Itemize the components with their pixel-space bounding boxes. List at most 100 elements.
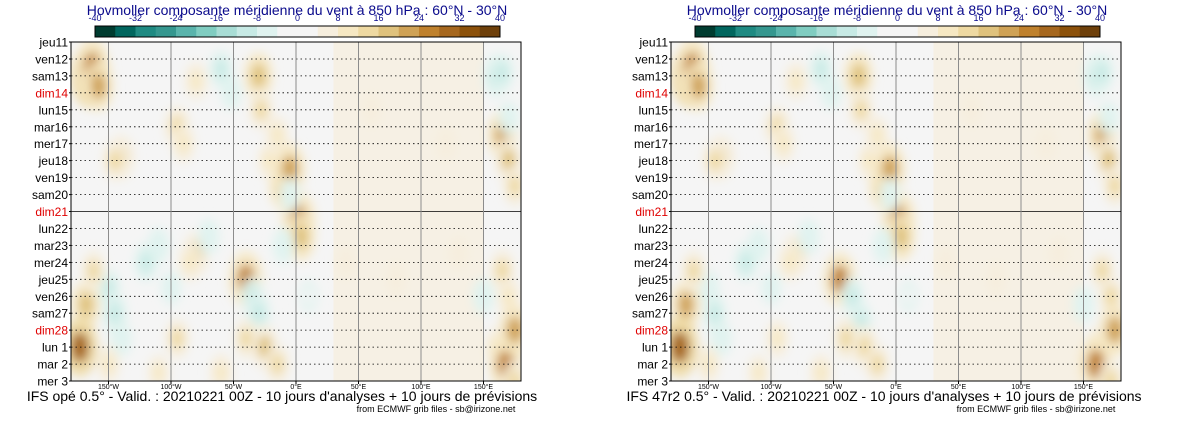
field-feature [1096, 62, 1109, 83]
colorbar-tick-label: 16 [973, 13, 983, 23]
field-feature [1053, 245, 1064, 263]
chart-title: Hovmoller composante méridienne du vent … [87, 2, 508, 18]
field-feature [87, 260, 100, 282]
field-feature [790, 71, 802, 91]
field-feature [171, 328, 184, 350]
colorbar-cell [398, 26, 420, 37]
colorbar-cell [1079, 26, 1101, 37]
field-feature [803, 227, 814, 247]
field-feature [225, 84, 237, 102]
colorbar-cell [1059, 26, 1081, 37]
chart-title: Hovmoller composante méridienne du vent … [687, 2, 1108, 18]
day-label: ven26 [635, 290, 668, 304]
hovmoller-chart-right: Hovmoller composante méridienne du vent … [626, 2, 1141, 414]
field-feature [284, 185, 295, 204]
grid-lines [671, 42, 1121, 381]
day-label: ven26 [35, 290, 68, 304]
field-feature [495, 259, 509, 282]
field-feature [709, 303, 721, 324]
colorbar-cell [155, 26, 177, 37]
field-feature [184, 252, 196, 273]
field-feature [871, 353, 884, 375]
colorbar-cell [216, 26, 238, 37]
field-feature [753, 236, 764, 255]
chart-credit: from ECMWF grib files - sb@irizone.net [957, 404, 1116, 414]
colorbar-tick-label: -32 [729, 13, 742, 23]
field-feature [453, 245, 464, 263]
colorbar-cell [439, 26, 460, 37]
chart-credit: from ECMWF grib files - sb@irizone.net [357, 404, 516, 414]
day-label: mer 3 [637, 375, 668, 389]
field-feature [715, 329, 727, 348]
colorbar-cell [358, 26, 379, 37]
colorbar-cell [317, 26, 339, 37]
colorbar-cell [735, 26, 757, 37]
colorbar-cell [1039, 26, 1060, 37]
lon-label: 0°E [290, 383, 302, 391]
lon-label: 100°W [760, 383, 781, 391]
field-feature [1096, 260, 1109, 282]
field-feature [239, 328, 253, 350]
day-label: jeu18 [38, 154, 69, 168]
day-label: mar23 [634, 239, 668, 253]
field-feature [687, 260, 700, 282]
colorbar-tick-label: -16 [210, 13, 223, 23]
field-feature [1106, 316, 1121, 344]
field-feature [153, 363, 164, 381]
day-label: lun22 [639, 222, 669, 236]
colorbar-cell [715, 26, 736, 37]
day-label: dim14 [635, 86, 668, 100]
field-feature [815, 59, 827, 80]
y-axis-labels: jeu11 ven12 sam13 dim14 lun15 mar16 mer17 jeu18… [632, 36, 671, 389]
colorbar-tick-label: 16 [373, 13, 383, 23]
day-label: sam20 [32, 188, 68, 202]
day-label: mar23 [34, 239, 68, 253]
field-feature [78, 292, 94, 318]
grid-lines [71, 42, 521, 381]
day-label: jeu18 [638, 154, 669, 168]
colorbar-cell [958, 26, 979, 37]
field-feature [508, 370, 521, 381]
field-feature [503, 109, 514, 128]
field-feature [251, 63, 266, 89]
field-feature [108, 150, 122, 172]
lon-label: 100°E [1011, 383, 1030, 391]
colorbar-tick-label: -32 [129, 13, 142, 23]
day-label: dim21 [35, 205, 68, 219]
colorbar-cell [459, 26, 481, 37]
colorbar-tick-label: 32 [1054, 13, 1064, 23]
field-feature [965, 101, 977, 119]
field-feature [215, 362, 227, 381]
colorbar-cell [236, 26, 258, 37]
field-feature [215, 59, 227, 80]
day-label: mar 2 [37, 358, 68, 372]
lon-label: 0°E [890, 383, 902, 391]
field-feature [71, 331, 89, 363]
field-feature [881, 155, 898, 183]
colorbar-cell [115, 26, 136, 37]
x-axis-labels: 150°W 100°W 50°W 0°E 50°E 100°E 150°E [698, 381, 1093, 391]
field-feature [263, 151, 274, 171]
day-label: dim14 [35, 86, 68, 100]
colorbar-cell [257, 26, 278, 37]
colorbar-cell [176, 26, 197, 37]
day-label: dim28 [635, 324, 668, 338]
field-feature [293, 224, 309, 250]
field-feature [863, 151, 874, 171]
field-feature [1103, 109, 1114, 128]
field-feature [506, 316, 521, 344]
field-feature [281, 155, 298, 183]
colorbar-cell [836, 26, 858, 37]
colorbar-tick-label: -40 [688, 13, 701, 23]
colorbar-cell [978, 26, 1000, 37]
colorbar-tick-label: -24 [769, 13, 782, 23]
day-label: jeu11 [39, 36, 69, 50]
colorbar-cell [776, 26, 797, 37]
field-feature [1104, 369, 1118, 381]
hovmoller-chart-left: Hovmoller composante méridienne du vent … [27, 2, 537, 414]
field-feature [303, 288, 314, 305]
colorbar-cell [297, 26, 319, 37]
colorbar-tick-label: 8 [335, 13, 340, 23]
colorbar-cell [816, 26, 838, 37]
hovmoller-panel-left: Hovmoller composante méridienne du vent … [27, 2, 537, 414]
